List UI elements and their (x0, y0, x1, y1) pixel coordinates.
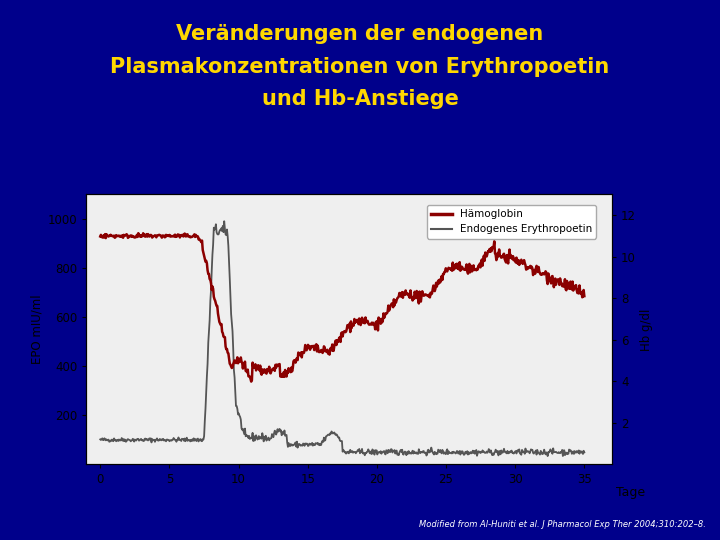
Legend: Hämoglobin, Endogenes Erythropoetin: Hämoglobin, Endogenes Erythropoetin (426, 205, 596, 239)
Y-axis label: EPO mIU/ml: EPO mIU/ml (30, 295, 44, 364)
Text: Tage: Tage (616, 486, 644, 499)
Text: Plasmakonzentrationen von Erythropoetin: Plasmakonzentrationen von Erythropoetin (110, 57, 610, 77)
Y-axis label: Hb g/dl: Hb g/dl (640, 308, 653, 350)
Text: Veränderungen der endogenen: Veränderungen der endogenen (176, 24, 544, 44)
Text: und Hb-Anstiege: und Hb-Anstiege (261, 89, 459, 109)
Text: Modified from Al-Huniti et al. J Pharmacol Exp Ther 2004;310:202–8.: Modified from Al-Huniti et al. J Pharmac… (419, 520, 706, 529)
